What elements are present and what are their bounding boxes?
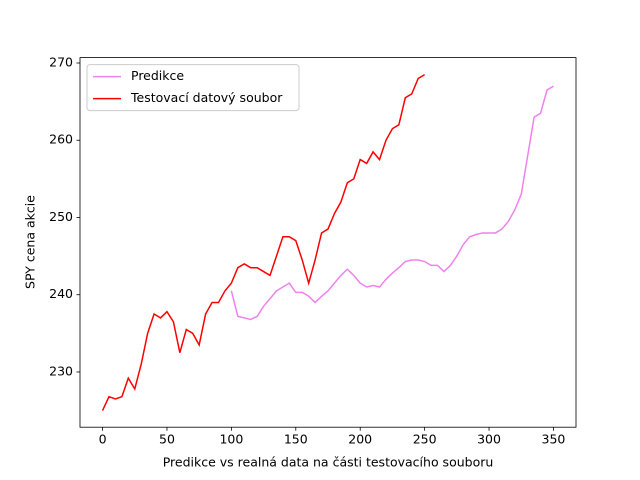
x-tick-label: 250 xyxy=(413,432,437,447)
legend-label: Predikce xyxy=(131,68,184,83)
x-tick-label: 100 xyxy=(219,432,243,447)
line xyxy=(230,85,554,321)
x-axis-label: Predikce vs realná data na části testova… xyxy=(163,455,494,470)
line xyxy=(101,73,426,411)
x-tick-label: 150 xyxy=(284,432,308,447)
y-tick-label: 230 xyxy=(49,363,73,378)
y-tick-label: 240 xyxy=(49,286,73,301)
x-tick-label: 50 xyxy=(159,432,175,447)
x-tick-label: 200 xyxy=(348,432,372,447)
y-tick-label: 260 xyxy=(49,132,73,147)
legend-box xyxy=(86,64,300,112)
x-tick-label: 350 xyxy=(542,432,566,447)
x-tick-label: 0 xyxy=(99,432,107,447)
y-tick-label: 250 xyxy=(49,209,73,224)
x-tick-label: 300 xyxy=(477,432,501,447)
y-tick-label: 270 xyxy=(49,55,73,70)
plot-frame xyxy=(79,57,577,428)
y-axis-label: SPY cena akcie xyxy=(23,195,38,289)
legend-label: Testovací datový soubor xyxy=(130,90,283,105)
